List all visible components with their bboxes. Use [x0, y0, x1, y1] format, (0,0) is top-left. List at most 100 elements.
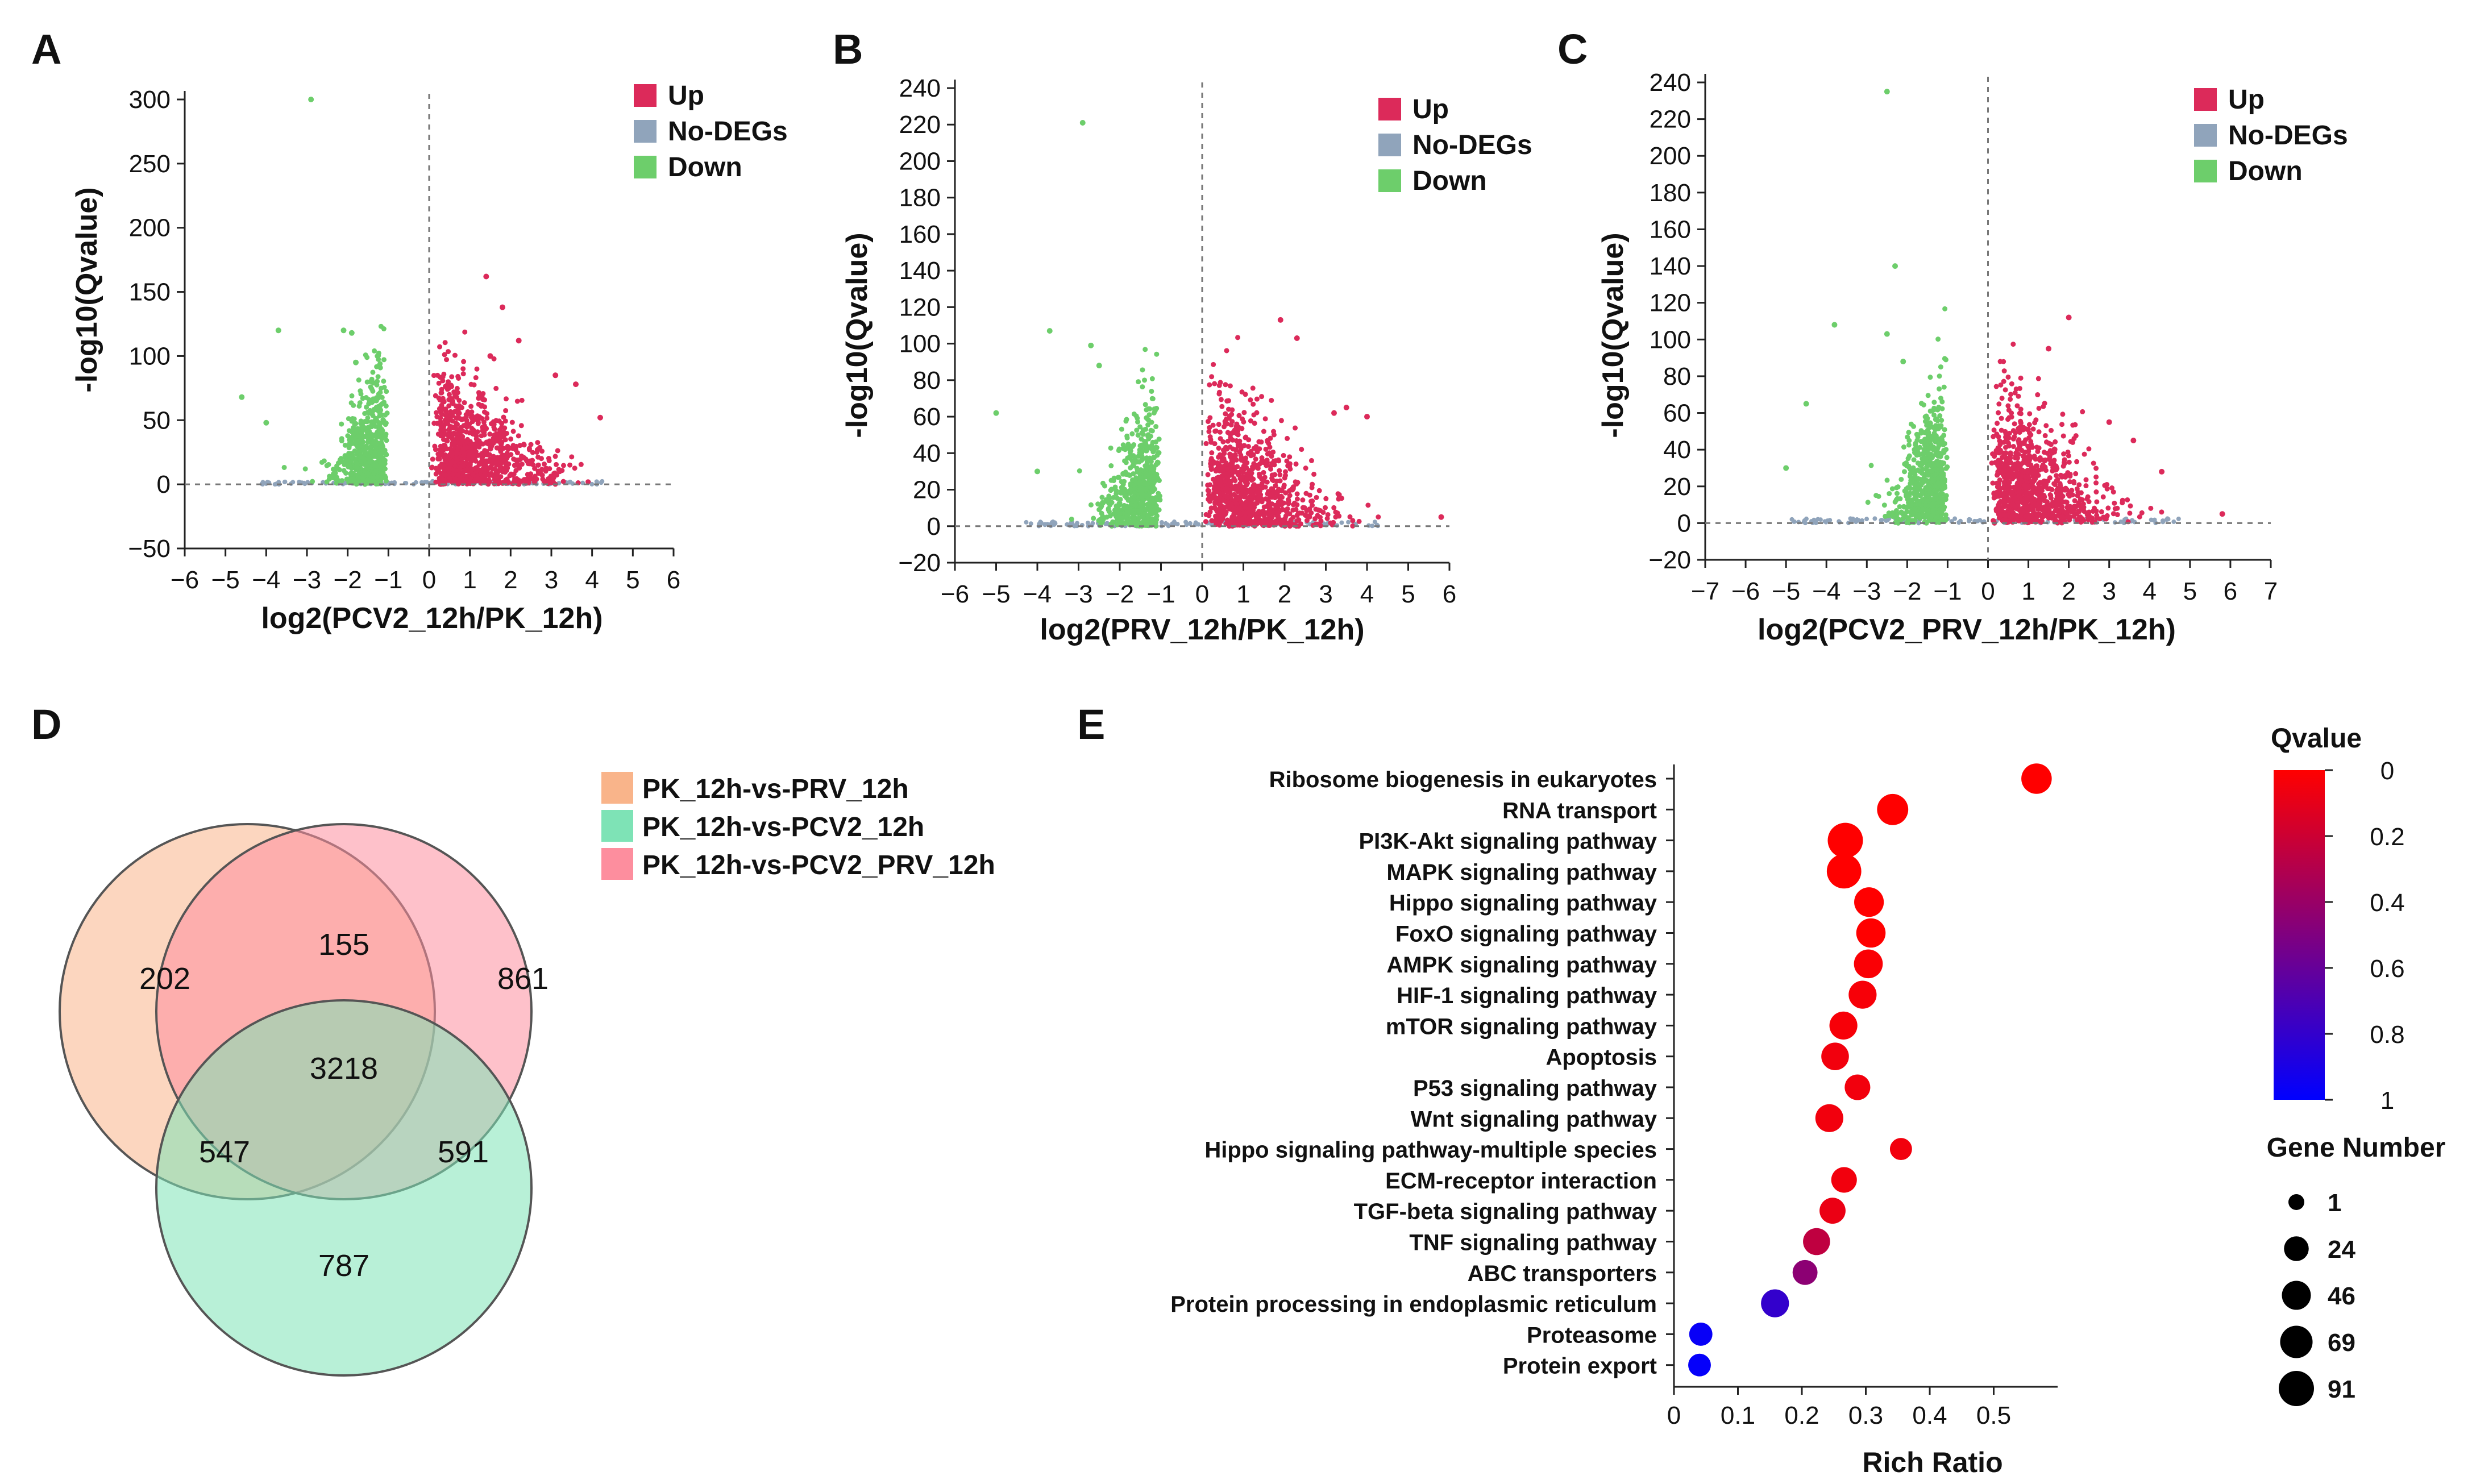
point-up — [449, 399, 455, 405]
point-down — [359, 444, 365, 450]
y-tick-label: 120 — [899, 293, 941, 321]
point-up — [501, 414, 506, 420]
point-nodeg — [2152, 517, 2157, 522]
point-down — [1147, 406, 1153, 411]
point-up — [453, 421, 459, 426]
point-up — [1243, 434, 1249, 440]
point-down — [1077, 468, 1082, 474]
point-down — [1117, 500, 1123, 506]
point-down — [1135, 459, 1141, 464]
point-nodeg — [1166, 523, 1171, 529]
point-nodeg — [1872, 516, 1877, 521]
point-up — [2035, 392, 2041, 398]
point-up — [437, 397, 443, 402]
point-down — [1918, 401, 1924, 406]
point-up — [479, 459, 484, 464]
point-up — [528, 442, 534, 447]
point-down — [1929, 408, 1934, 414]
point-up — [2035, 506, 2041, 512]
point-up — [1231, 505, 1237, 511]
point-up — [1227, 383, 1233, 389]
point-down — [1112, 484, 1118, 490]
point-down — [339, 421, 344, 427]
point-down — [1100, 480, 1106, 486]
point-up — [2109, 485, 2115, 491]
x-tick-label: 6 — [667, 566, 680, 594]
point-up — [491, 356, 497, 361]
point-up — [487, 473, 492, 479]
point-up — [1246, 516, 1252, 522]
point-down — [1156, 450, 1161, 456]
point-up — [1294, 496, 1300, 502]
point-down — [1149, 504, 1155, 509]
legend-swatch — [634, 84, 657, 107]
point-up — [448, 409, 454, 414]
point-up — [1287, 464, 1293, 469]
point-up — [2023, 426, 2029, 432]
point-up — [2004, 462, 2009, 467]
point-up — [436, 380, 442, 386]
point-down — [1116, 475, 1122, 480]
x-tick-label: 4 — [585, 566, 599, 594]
point-down — [377, 361, 383, 367]
point-up — [489, 461, 495, 467]
point-up — [479, 476, 484, 481]
point-down — [1144, 506, 1149, 512]
y-tick-label: 100 — [899, 330, 941, 358]
point-up — [1287, 511, 1293, 517]
point-down — [1865, 500, 1871, 505]
point-down — [1109, 500, 1115, 505]
point-down — [1125, 455, 1131, 461]
point-down — [349, 455, 355, 460]
point-up — [1276, 458, 1282, 464]
point-up — [1298, 521, 1303, 527]
point-down — [1126, 472, 1132, 478]
point-up — [528, 471, 534, 477]
point-up — [440, 378, 446, 384]
point-up — [1261, 504, 1267, 510]
point-down — [1155, 460, 1161, 466]
point-down — [1942, 306, 1948, 311]
point-down — [1151, 454, 1157, 460]
point-up — [1209, 450, 1215, 456]
point-up-outlier — [552, 372, 559, 379]
point-up — [1271, 429, 1277, 434]
point-nodeg — [1823, 519, 1829, 525]
point-down — [1136, 508, 1142, 514]
point-down — [376, 356, 381, 362]
legend-label: Up — [668, 81, 704, 111]
point-up — [493, 418, 499, 423]
point-up-outlier — [1294, 335, 1300, 341]
point-up — [1208, 456, 1214, 462]
point-down — [1125, 497, 1131, 503]
point-down — [372, 450, 378, 455]
point-down — [376, 419, 381, 425]
point-up — [2036, 405, 2042, 411]
legend-swatch — [634, 156, 657, 178]
point-down — [1139, 475, 1144, 481]
point-down — [1938, 364, 1943, 370]
point-down — [1154, 351, 1160, 357]
point-up — [2137, 514, 2142, 519]
point-down — [372, 348, 377, 354]
point-up — [462, 329, 468, 335]
y-tick-label: −20 — [898, 549, 941, 577]
point-up — [1995, 421, 2000, 426]
point-down — [376, 353, 381, 359]
point-up — [459, 405, 464, 410]
point-down-outlier — [308, 97, 314, 102]
point-up — [1293, 461, 1299, 467]
point-up — [2061, 474, 2067, 480]
point-down — [1922, 442, 1927, 447]
point-down — [1125, 442, 1131, 447]
point-down — [1135, 415, 1140, 421]
point-up — [2091, 460, 2096, 466]
point-up — [1318, 514, 1323, 520]
point-up — [461, 359, 467, 364]
point-up — [470, 454, 476, 459]
point-down — [375, 374, 381, 380]
point-up — [1356, 518, 1362, 524]
point-up — [1207, 434, 1213, 440]
point-down — [1144, 481, 1150, 487]
